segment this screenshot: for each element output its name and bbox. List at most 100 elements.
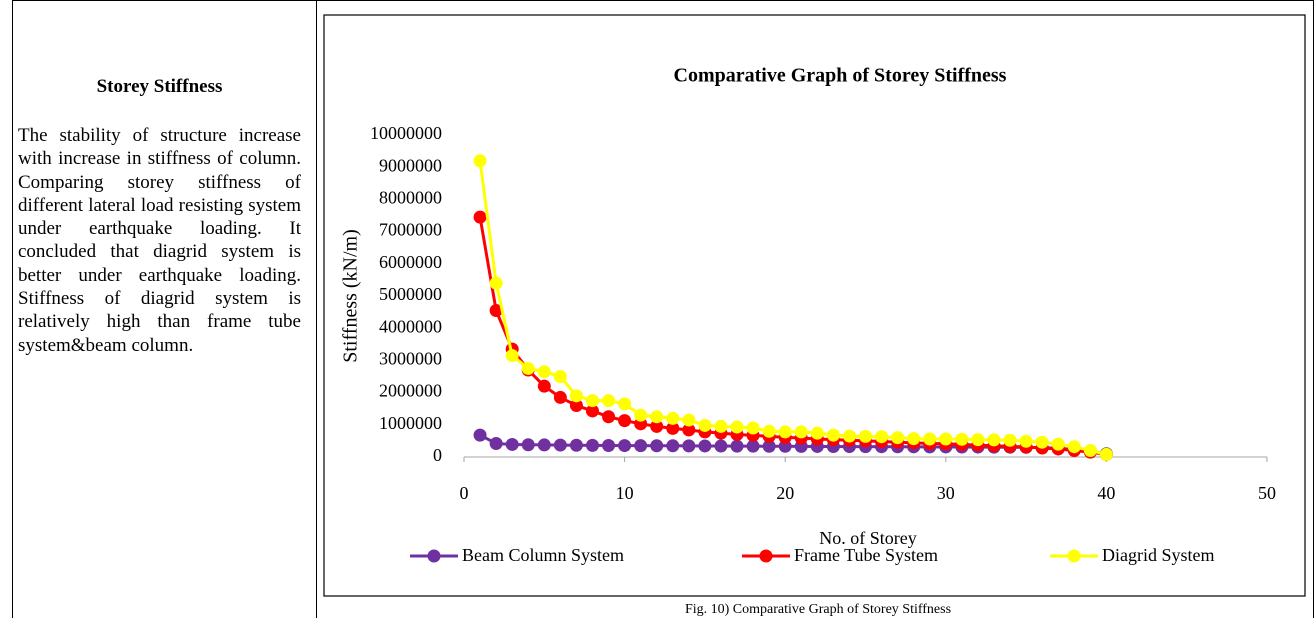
y-tick-label: 4000000 (379, 316, 442, 336)
chart: Comparative Graph of Storey Stiffness No… (323, 14, 1306, 617)
data-point (698, 418, 712, 432)
data-point (907, 432, 921, 446)
table-border (12, 0, 1314, 1)
data-point (473, 428, 487, 442)
data-point (618, 397, 632, 411)
x-tick-label: 0 (460, 483, 469, 503)
table-border (316, 0, 317, 618)
data-point (842, 429, 856, 443)
data-point (569, 389, 583, 403)
y-tick-label: 8000000 (379, 188, 442, 208)
data-point (666, 411, 680, 425)
data-point (618, 439, 632, 453)
data-point (826, 428, 840, 442)
data-point (1019, 434, 1033, 448)
data-point (1099, 447, 1113, 461)
x-tick-label: 30 (937, 483, 955, 503)
y-tick-label: 10000000 (370, 123, 442, 143)
data-point (682, 439, 696, 453)
data-point (553, 390, 567, 404)
data-point (585, 404, 599, 418)
data-point (537, 379, 551, 393)
x-tick-label: 40 (1097, 483, 1115, 503)
data-point (778, 439, 792, 453)
data-point (553, 438, 567, 452)
data-point (585, 394, 599, 408)
data-point (1051, 437, 1065, 451)
data-point (569, 438, 583, 452)
x-tick-label: 10 (616, 483, 634, 503)
y-tick-label: 2000000 (379, 381, 442, 401)
data-point (939, 432, 953, 446)
data-point (730, 439, 744, 453)
data-point (794, 425, 808, 439)
data-point (473, 210, 487, 224)
chart-frame (323, 14, 1306, 597)
chart-title: Comparative Graph of Storey Stiffness (674, 65, 1007, 87)
legend-label: Beam Column System (462, 545, 624, 565)
y-axis-label: Stiffness (kN/m) (340, 229, 362, 363)
data-point (553, 370, 567, 383)
data-point (505, 437, 519, 451)
data-point (521, 438, 535, 452)
data-point (618, 414, 632, 428)
data-point (1035, 435, 1049, 449)
section-title: Storey Stiffness (96, 76, 223, 97)
data-point (810, 426, 824, 440)
x-tick-label: 50 (1258, 483, 1276, 503)
data-point (489, 276, 503, 290)
data-point (971, 433, 985, 447)
data-point (537, 438, 551, 452)
data-point (569, 398, 583, 412)
legend-label: Diagrid System (1102, 545, 1215, 565)
data-point (682, 413, 696, 427)
data-point (1067, 440, 1081, 454)
data-point (746, 421, 760, 435)
data-point (650, 419, 664, 433)
series-line (478, 160, 1107, 456)
y-tick-label: 9000000 (379, 155, 442, 175)
y-tick-label: 5000000 (379, 284, 442, 304)
data-point (987, 433, 1001, 447)
data-point (682, 423, 696, 437)
data-point (537, 365, 551, 379)
legend-marker (759, 549, 773, 563)
data-point (602, 394, 616, 408)
data-point (1003, 433, 1017, 447)
y-tick-label: 7000000 (379, 220, 442, 240)
caption: Fig. 10) Comparative Graph of Storey Sti… (685, 602, 951, 617)
x-axis-label: No. of Storey (819, 528, 917, 548)
table-border (12, 0, 13, 618)
series-line (478, 216, 1107, 456)
data-point (634, 439, 648, 453)
y-tick-label: 0 (433, 445, 442, 465)
data-point (859, 429, 872, 443)
x-tick-label: 20 (776, 483, 794, 503)
y-tick-label: 1000000 (379, 413, 442, 433)
data-point (1083, 444, 1097, 458)
paragraph: The stability of structure increase with… (18, 125, 301, 356)
data-point (650, 410, 664, 424)
data-point (489, 436, 503, 450)
data-point (473, 154, 487, 168)
data-point (602, 438, 616, 452)
data-point (778, 425, 792, 439)
data-point (650, 439, 664, 453)
data-point (634, 408, 648, 422)
y-tick-label: 3000000 (379, 349, 442, 369)
data-point (891, 431, 905, 445)
legend-marker (427, 549, 441, 563)
data-point (955, 432, 969, 446)
data-point (714, 419, 728, 433)
data-point (602, 410, 616, 424)
table-border (1313, 0, 1314, 618)
data-point (746, 439, 760, 453)
data-point (489, 303, 503, 317)
data-point (730, 420, 744, 434)
data-point (521, 361, 535, 375)
data-point (505, 349, 519, 363)
data-point (698, 439, 712, 453)
data-point (585, 438, 599, 452)
data-point (875, 430, 889, 444)
